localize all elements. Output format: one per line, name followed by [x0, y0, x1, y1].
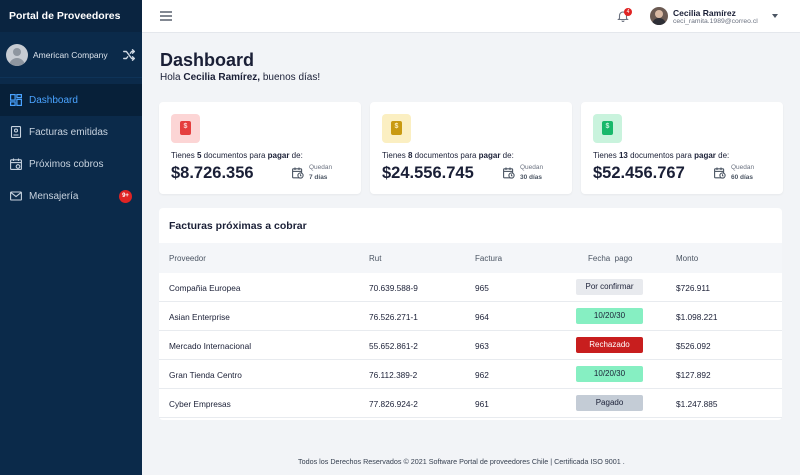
sidebar-item-label: Facturas emitidas: [29, 126, 108, 138]
dashboard-icon: [10, 94, 22, 106]
status-badge[interactable]: 10/20/30: [576, 308, 643, 324]
table-row[interactable]: Cyber Empresas 77.826.924-2 961 Pagado $…: [159, 389, 782, 418]
cell-factura: 961: [475, 399, 489, 409]
footer: Todos los Derechos Reservados © 2021 Sof…: [298, 457, 625, 466]
table-row[interactable]: Mercado Internacional 55.652.861-2 963 R…: [159, 331, 782, 360]
user-email: ceci_ramita.1989@correo.cl: [673, 18, 758, 25]
cell-monto: $127.892: [676, 370, 711, 380]
sidebar-item-facturas[interactable]: Facturas emitidas: [0, 116, 142, 148]
card-remaining-label: Quedan: [731, 164, 755, 171]
cell-proveedor: Mercado Internacional: [169, 341, 252, 351]
sidebar-nav: Dashboard Facturas emitidas Próximos cob…: [0, 84, 142, 212]
calendar-clock-icon: [503, 167, 515, 179]
user-avatar[interactable]: [650, 7, 668, 25]
col-proveedor: Proveedor: [169, 254, 206, 263]
cell-factura: 962: [475, 370, 489, 380]
card-description: Tienes 5 documentos para pagar de:: [171, 151, 303, 160]
cell-monto: $526.092: [676, 341, 711, 351]
invoices-panel: Facturas próximas a cobrar Proveedor Rut…: [159, 208, 782, 420]
message-count-badge: 9+: [119, 189, 132, 203]
calendar-clock-icon: [292, 167, 304, 179]
cell-rut: 76.112.389-2: [369, 370, 418, 380]
mail-icon: [10, 191, 22, 201]
card-remaining-label: Quedan: [520, 164, 544, 171]
document-dollar-icon: [171, 114, 200, 143]
col-factura: Factura: [475, 254, 503, 263]
greeting: Hola Cecilia Ramírez, buenos días!: [160, 72, 321, 83]
panel-title: Facturas próximas a cobrar: [169, 220, 307, 232]
cell-monto: $1.098.221: [676, 312, 718, 322]
status-badge[interactable]: Pagado: [576, 395, 643, 411]
company-avatar: [6, 43, 28, 66]
calendar-clock-icon: [714, 167, 726, 179]
sidebar-item-label: Dashboard: [29, 94, 78, 106]
card-description: Tienes 8 documentos para pagar de:: [382, 151, 514, 160]
sidebar-item-label: Próximos cobros: [29, 158, 104, 170]
cell-proveedor: Cyber Empresas: [169, 399, 231, 409]
app-title: Portal de Proveedores: [0, 0, 142, 32]
card-remaining-days: 7 días: [309, 174, 328, 181]
company-selector[interactable]: American Company: [0, 32, 142, 78]
notification-badge: 4: [624, 8, 632, 16]
shuffle-icon[interactable]: [122, 48, 136, 62]
status-badge[interactable]: 10/20/30: [576, 366, 643, 382]
topbar: 4 Cecilia Ramírez ceci_ramita.1989@corre…: [142, 0, 800, 33]
cell-rut: 77.826.924-2: [369, 399, 418, 409]
cell-factura: 963: [475, 341, 489, 351]
chevron-down-icon[interactable]: [772, 14, 778, 18]
card-remaining-label: Quedan: [309, 164, 333, 171]
cell-rut: 70.639.588-9: [369, 283, 418, 293]
document-dollar-icon: [593, 114, 622, 143]
cell-proveedor: Gran Tienda Centro: [169, 370, 242, 380]
cell-factura: 965: [475, 283, 489, 293]
cell-factura: 964: [475, 312, 489, 322]
card-amount: $8.726.356: [171, 164, 254, 182]
document-dollar-icon: [382, 114, 411, 143]
sidebar-item-cobros[interactable]: Próximos cobros: [0, 148, 142, 180]
cell-monto: $726.911: [676, 283, 710, 293]
cell-monto: $1.247.885: [676, 399, 718, 409]
table-row[interactable]: Asian Enterprise 76.526.271-1 964 10/20/…: [159, 302, 782, 331]
table-row[interactable]: Compañia Europea 70.639.588-9 965 Por co…: [159, 273, 782, 302]
summary-card[interactable]: Tienes 5 documentos para pagar de: $8.72…: [159, 102, 361, 194]
cell-proveedor: Compañia Europea: [169, 283, 241, 293]
sidebar: Portal de Proveedores American Company D…: [0, 0, 142, 475]
status-badge[interactable]: Rechazado: [576, 337, 643, 353]
card-description: Tienes 13 documentos para pagar de:: [593, 151, 730, 160]
cell-rut: 76.526.271-1: [369, 312, 418, 322]
col-monto: Monto: [676, 254, 699, 263]
status-badge[interactable]: Por confirmar: [576, 279, 643, 295]
card-amount: $24.556.745: [382, 164, 474, 182]
card-amount: $52.456.767: [593, 164, 685, 182]
user-name[interactable]: Cecilia Ramírez: [673, 8, 736, 18]
sidebar-item-mensajeria[interactable]: Mensajería 9+: [0, 180, 142, 212]
card-remaining-days: 60 días: [731, 174, 754, 181]
page-title: Dashboard: [160, 50, 255, 70]
menu-icon[interactable]: [160, 11, 172, 21]
table-row[interactable]: Gran Tienda Centro 76.112.389-2 962 10/2…: [159, 360, 782, 389]
cell-proveedor: Asian Enterprise: [169, 312, 230, 322]
summary-card[interactable]: Tienes 13 documentos para pagar de: $52.…: [581, 102, 783, 194]
calendar-icon: [10, 158, 22, 170]
sidebar-item-label: Mensajería: [29, 190, 79, 202]
summary-card[interactable]: Tienes 8 documentos para pagar de: $24.5…: [370, 102, 572, 194]
company-name: American Company: [33, 49, 108, 60]
col-rut: Rut: [369, 254, 382, 263]
table-header: Proveedor Rut Factura Fecha pago Monto: [159, 243, 782, 273]
sidebar-item-dashboard[interactable]: Dashboard: [0, 84, 142, 116]
col-fecha-pago: Fecha pago: [588, 254, 633, 263]
invoice-icon: [10, 126, 22, 138]
card-remaining-days: 30 días: [520, 174, 543, 181]
cell-rut: 55.652.861-2: [369, 341, 418, 351]
